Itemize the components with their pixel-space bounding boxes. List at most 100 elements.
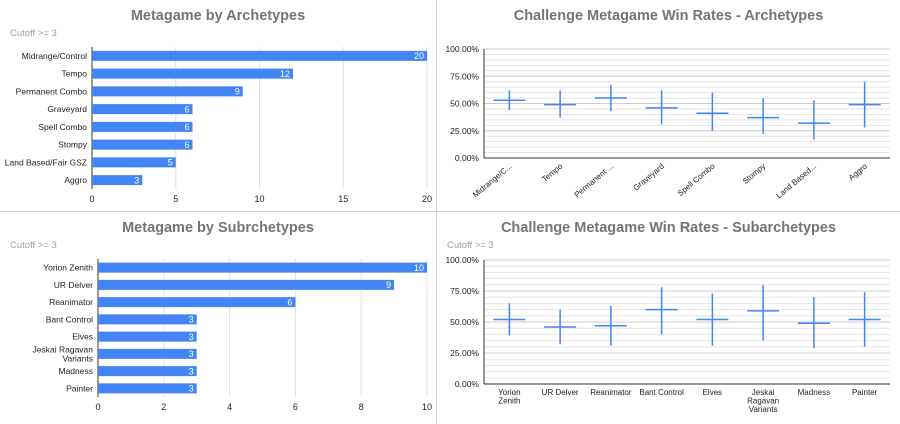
y-tick-label: 25.00% (450, 348, 479, 358)
bar (92, 68, 293, 79)
y-tick-label: 75.00% (450, 286, 479, 296)
category-label: UR Delver (54, 280, 93, 290)
bar-value-label: 3 (189, 384, 194, 394)
x-tick-label: 0 (89, 194, 94, 204)
bar (98, 383, 197, 394)
bar-value-label: 3 (134, 175, 139, 185)
x-category-label: Zenith (498, 397, 520, 406)
bar (92, 121, 193, 132)
chart-subtitle: Cutoff >= 3 (10, 28, 57, 39)
chart-title: Metagame by Subrchetypes (122, 220, 314, 236)
x-tick-label: 2 (161, 402, 166, 412)
chart-subtitle: Cutoff >= 3 (10, 240, 57, 251)
bar-value-label: 3 (189, 332, 194, 342)
category-label: Aggro (64, 175, 87, 185)
bar-value-label: 6 (184, 140, 189, 150)
x-category-label: Graveyard (632, 162, 666, 193)
x-category-label: Stompy (741, 162, 768, 186)
y-tick-label: 0.00% (455, 153, 480, 163)
x-category-label: Madness (798, 388, 830, 397)
x-category-label: UR Delver (542, 388, 579, 397)
category-label: Tempo (61, 69, 87, 79)
x-category-label: Yorion (498, 388, 520, 397)
category-label: Reanimator (49, 297, 93, 307)
x-tick-label: 10 (422, 402, 432, 412)
chart-subtitle: Cutoff >= 3 (447, 240, 494, 251)
bar (92, 175, 143, 186)
x-category-label: Ragavan (747, 397, 779, 406)
bar-chart-subarchetypes: 0 2 4 6 8 10 10 Yorion Zenith 9 UR Delver 6 Reanima… (33, 259, 432, 412)
category-label: Painter (66, 383, 93, 393)
bar (92, 157, 176, 168)
x-tick-label: 6 (293, 402, 298, 412)
x-category-label: Bant Control (639, 388, 684, 397)
y-tick-label: 100.00% (445, 255, 479, 265)
y-tick-label: 50.00% (450, 99, 479, 109)
bar (92, 139, 193, 150)
bar-value-label: 9 (235, 87, 240, 97)
chart-panel-archetype-winrates: Challenge Metagame Win Rates - Archetype… (437, 0, 900, 211)
y-tick-label: 75.00% (450, 71, 479, 81)
category-label: Bant Control (46, 314, 93, 324)
x-tick-label: 4 (227, 402, 232, 412)
bar-chart-archetypes: 0 5 10 15 20 20 Midrange/Control 12 Tempo 9 Perman… (5, 47, 432, 204)
x-tick-label: 20 (422, 194, 432, 204)
category-label: Elves (72, 332, 93, 342)
errorbar-chart-subarchetypes: 0.00% 25.00% 50.00% 75.00% 100.00% YorionZeni… (445, 255, 890, 414)
x-tick-label: 5 (173, 194, 178, 204)
chart-panel-archetype-metagame: Metagame by Archetypes Cutoff >= 3 0 5 10 1… (0, 0, 436, 211)
category-label: Graveyard (47, 104, 87, 114)
bar (98, 348, 197, 359)
x-category-label: Aggro (847, 161, 870, 182)
category-label: Yorion Zenith (43, 263, 93, 273)
bar-value-label: 20 (414, 51, 424, 61)
bar (92, 50, 427, 61)
vertical-divider (436, 0, 437, 424)
bar (98, 262, 427, 273)
x-category-label: Variants (749, 405, 778, 414)
bar-value-label: 5 (168, 158, 173, 168)
horizontal-divider (0, 211, 900, 212)
category-label: Midrange/Control (22, 51, 87, 61)
bar-value-label: 6 (184, 104, 189, 114)
y-tick-label: 50.00% (450, 317, 479, 327)
category-label: Variants (62, 353, 93, 363)
chart-title: Challenge Metagame Win Rates - Subarchet… (500, 220, 837, 236)
bar (98, 297, 296, 308)
chart-title: Challenge Metagame Win Rates - Archetype… (513, 8, 824, 24)
x-tick-label: 0 (95, 402, 100, 412)
chart-panel-subarchetype-winrates: Challenge Metagame Win Rates - Subarchet… (437, 212, 900, 424)
bar-value-label: 6 (184, 122, 189, 132)
category-label: Jeskai Ragavan (33, 344, 94, 354)
x-category-label: Spell Combo (676, 161, 717, 198)
category-label: Land Based/Fair GSZ (5, 157, 87, 167)
chart-title: Metagame by Archetypes (130, 8, 306, 24)
x-tick-label: 10 (254, 194, 264, 204)
bar-value-label: 3 (189, 366, 194, 376)
x-category-label: Tempo (540, 161, 565, 184)
y-tick-label: 100.00% (445, 44, 479, 54)
x-tick-label: 15 (338, 194, 348, 204)
bar-value-label: 6 (287, 297, 292, 307)
category-label: Spell Combo (38, 122, 87, 132)
x-category-label: Midrange/C... (471, 162, 514, 200)
bar (98, 366, 197, 377)
x-category-label: Reanimator (590, 388, 632, 397)
bar-value-label: 3 (189, 315, 194, 325)
bar-value-label: 9 (386, 280, 391, 290)
bar-value-label: 3 (189, 349, 194, 359)
y-tick-label: 0.00% (455, 379, 480, 389)
chart-panel-subarchetype-metagame: Metagame by Subrchetypes Cutoff >= 3 0 2 4… (0, 212, 436, 424)
x-category-label: Jeskai (752, 388, 775, 397)
bar (98, 279, 395, 290)
x-category-label: Painter (852, 388, 878, 397)
x-tick-label: 8 (359, 402, 364, 412)
category-label: Madness (59, 366, 94, 376)
bar (92, 104, 193, 115)
bar (92, 86, 243, 97)
bar-value-label: 10 (414, 263, 424, 273)
y-tick-label: 25.00% (450, 126, 479, 136)
errorbar-chart-archetypes: 0.00% 25.00% 50.00% 75.00% 100.00% Midrange/C… (445, 44, 890, 200)
x-category-label: Elves (703, 388, 723, 397)
category-label: Stompy (58, 140, 88, 150)
